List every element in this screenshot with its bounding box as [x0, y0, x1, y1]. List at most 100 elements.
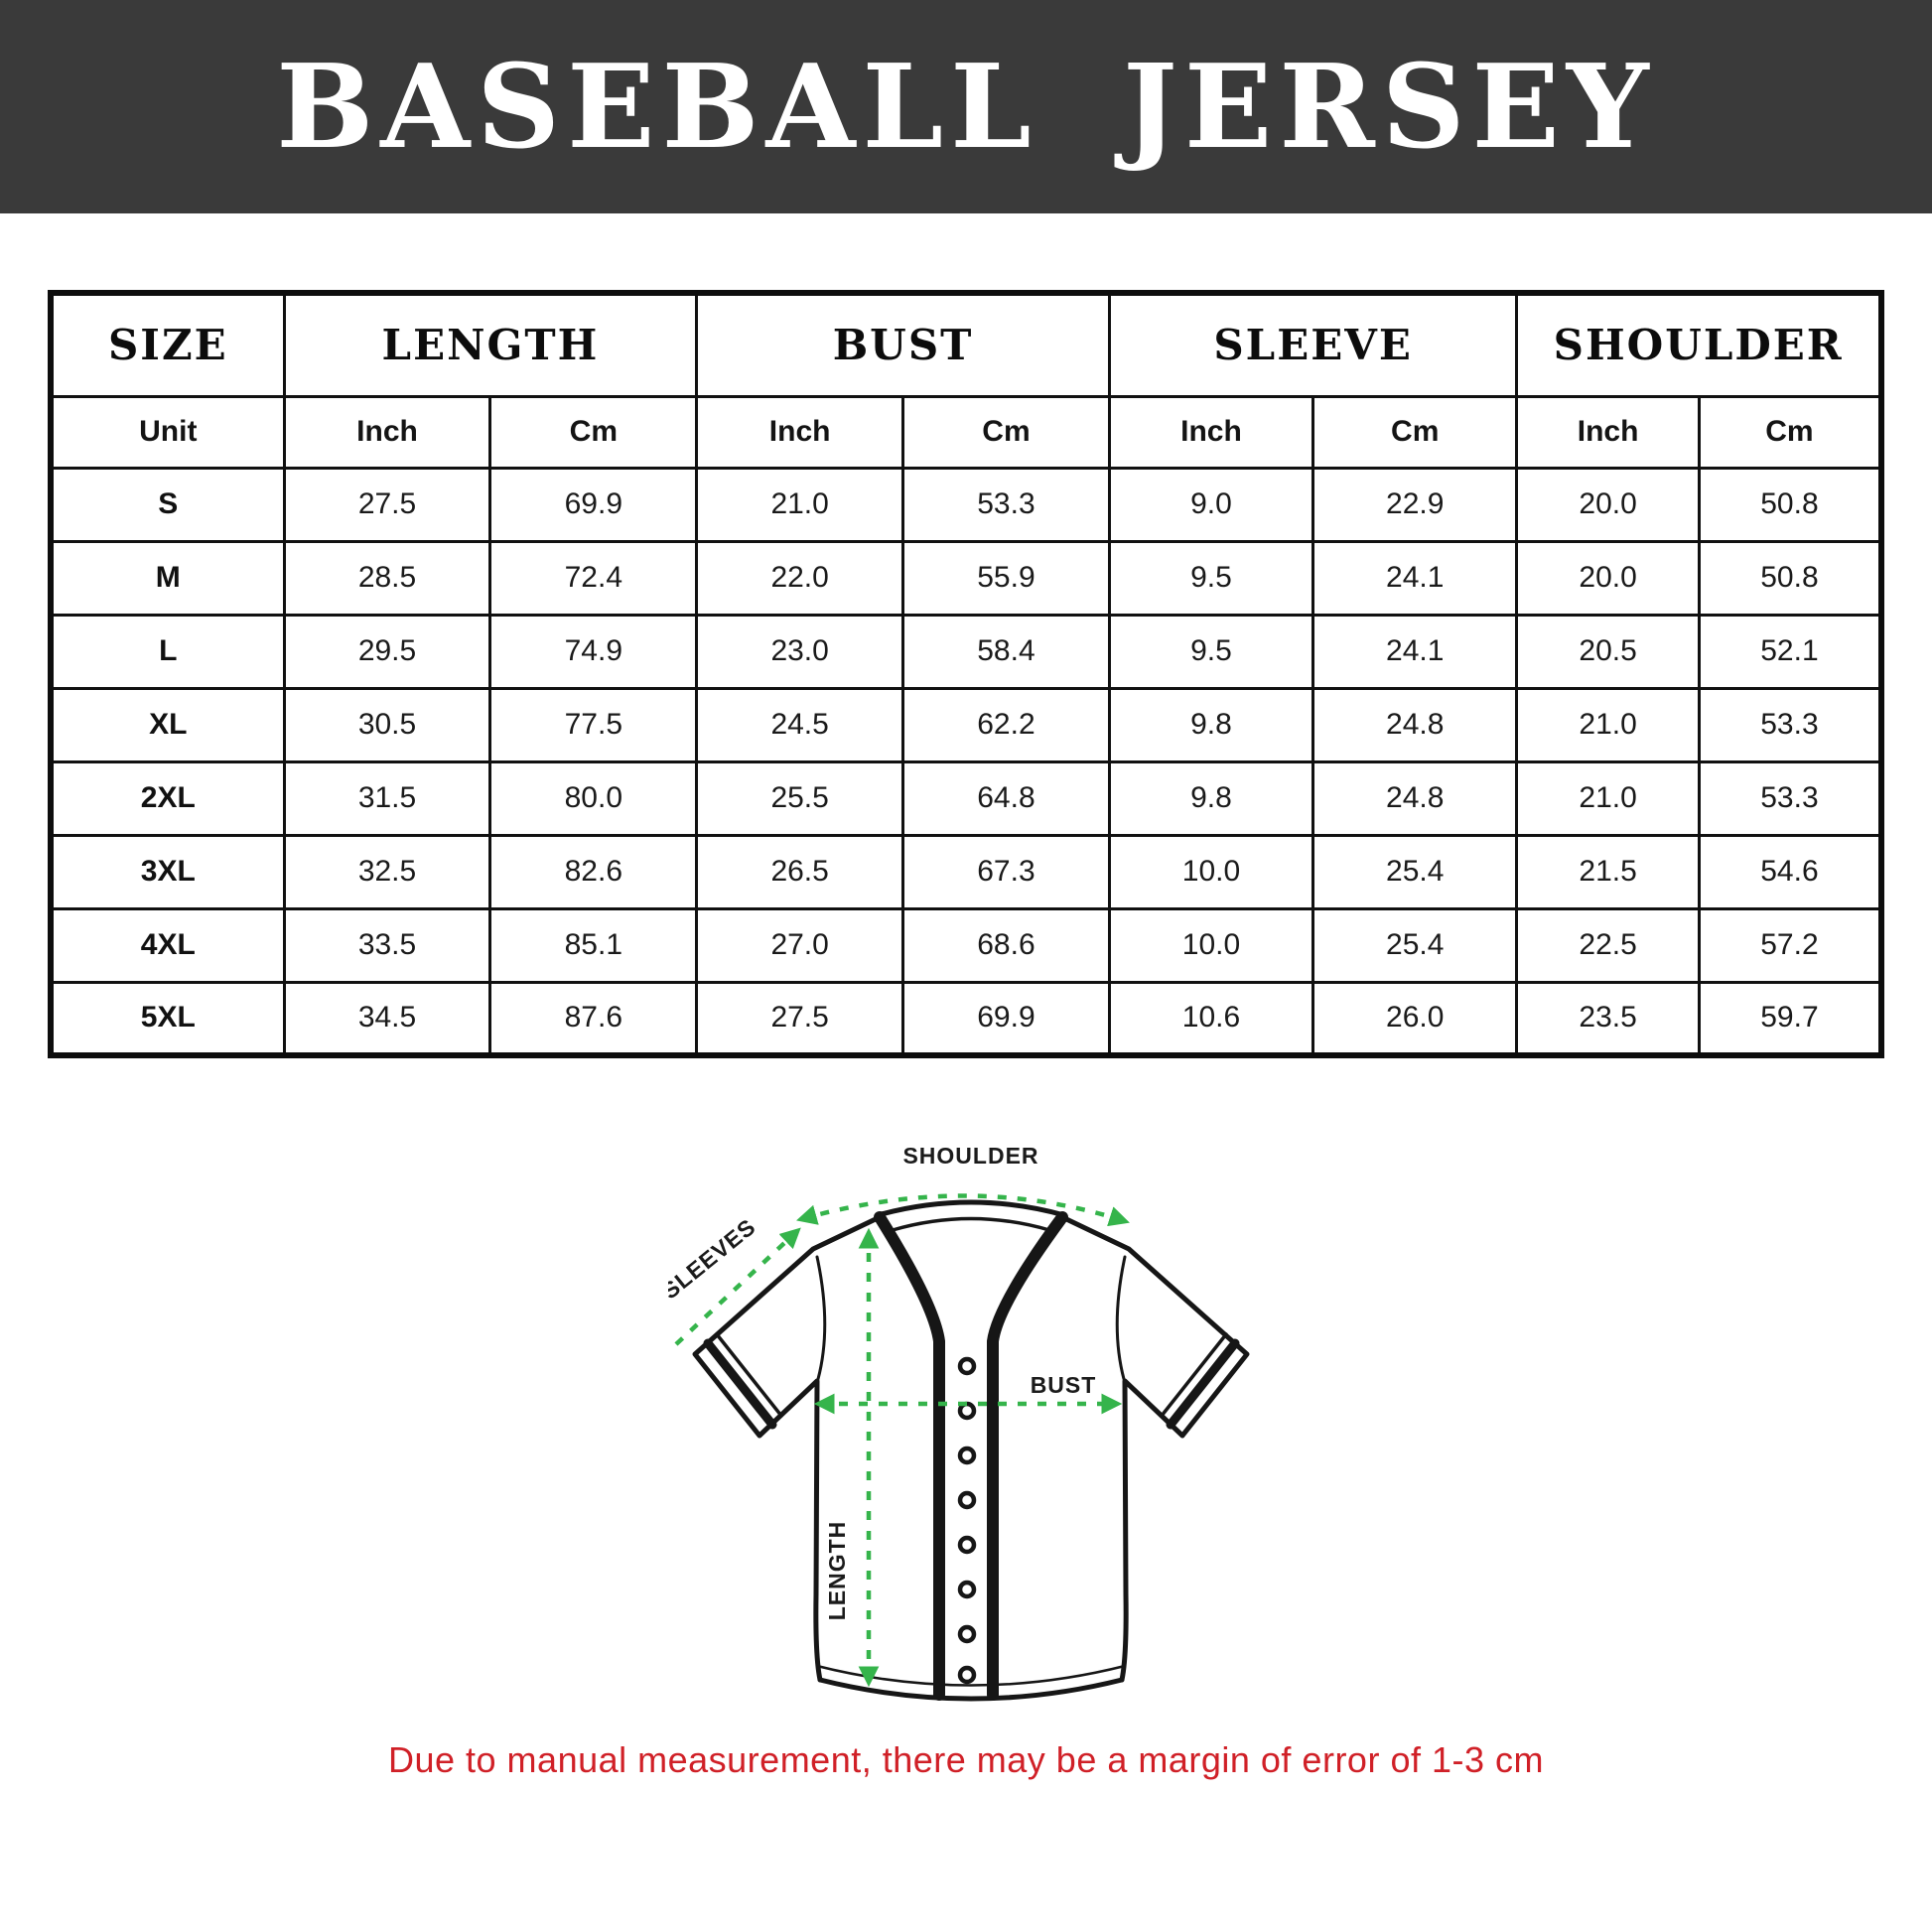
table-row: S 27.5 69.9 21.0 53.3 9.0 22.9 20.0 50.8 — [49, 466, 1883, 543]
column-header-length: LENGTH — [282, 291, 699, 398]
unit-cell: Cm — [901, 394, 1111, 470]
value-cell: 24.8 — [1311, 686, 1519, 763]
value-cell: 9.5 — [1107, 613, 1315, 690]
value-cell: 10.0 — [1107, 833, 1315, 910]
size-chart-table: SIZE LENGTH BUST SLEEVE SHOULDER Unit In… — [48, 290, 1884, 1058]
value-cell: 67.3 — [901, 833, 1111, 910]
value-cell: 23.5 — [1515, 980, 1701, 1057]
value-cell: 20.5 — [1515, 613, 1701, 690]
value-cell: 68.6 — [901, 906, 1111, 984]
value-cell: 87.6 — [488, 980, 699, 1057]
value-cell: 80.0 — [488, 759, 699, 837]
value-cell: 26.5 — [695, 833, 905, 910]
value-cell: 31.5 — [282, 759, 492, 837]
placket-buttons — [957, 1356, 977, 1685]
table-row: L 29.5 74.9 23.0 58.4 9.5 24.1 20.5 52.1 — [49, 613, 1883, 690]
value-cell: 72.4 — [488, 539, 699, 617]
value-cell: 9.0 — [1107, 466, 1315, 543]
value-cell: 25.4 — [1311, 906, 1519, 984]
value-cell: 20.0 — [1515, 539, 1701, 617]
sleeves-measure-line — [674, 1227, 801, 1346]
value-cell: 25.4 — [1311, 833, 1519, 910]
sleeves-label: SLEEVES — [668, 1213, 760, 1304]
value-cell: 24.1 — [1311, 539, 1519, 617]
value-cell: 62.2 — [901, 686, 1111, 763]
note-text: Due to manual measurement, there may be … — [387, 1739, 1544, 1780]
value-cell: 50.8 — [1697, 539, 1883, 617]
value-cell: 22.5 — [1515, 906, 1701, 984]
column-header-sleeve: SLEEVE — [1107, 291, 1519, 398]
value-cell: 20.0 — [1515, 466, 1701, 543]
table-row: 4XL 33.5 85.1 27.0 68.6 10.0 25.4 22.5 57.2 — [49, 906, 1883, 984]
table-row: 3XL 32.5 82.6 26.5 67.3 10.0 25.4 21.5 54.6 — [49, 833, 1883, 910]
unit-cell: Inch — [695, 394, 905, 470]
shoulder-measure-line — [796, 1193, 1130, 1227]
value-cell: 53.3 — [1697, 759, 1883, 837]
value-cell: 57.2 — [1697, 906, 1883, 984]
size-cell: XL — [49, 686, 286, 763]
unit-cell: Cm — [488, 394, 699, 470]
value-cell: 29.5 — [282, 613, 492, 690]
value-cell: 69.9 — [488, 466, 699, 543]
value-cell: 58.4 — [901, 613, 1111, 690]
value-cell: 23.0 — [695, 613, 905, 690]
value-cell: 53.3 — [901, 466, 1111, 543]
value-cell: 27.5 — [695, 980, 905, 1057]
size-cell: S — [49, 466, 286, 543]
unit-cell: Inch — [1107, 394, 1315, 470]
value-cell: 21.0 — [695, 466, 905, 543]
value-cell: 21.0 — [1515, 759, 1701, 837]
value-cell: 27.0 — [695, 906, 905, 984]
column-header-shoulder: SHOULDER — [1515, 291, 1883, 398]
table-row: M 28.5 72.4 22.0 55.9 9.5 24.1 20.0 50.8 — [49, 539, 1883, 617]
value-cell: 21.5 — [1515, 833, 1701, 910]
value-cell: 64.8 — [901, 759, 1111, 837]
size-cell: L — [49, 613, 286, 690]
value-cell: 9.8 — [1107, 759, 1315, 837]
column-header-size: SIZE — [49, 291, 286, 398]
value-cell: 25.5 — [695, 759, 905, 837]
jersey-diagram-section: SHOULDER SLEEVES BUST LENGTH — [0, 1138, 1932, 1733]
shoulder-label: SHOULDER — [902, 1143, 1038, 1169]
value-cell: 28.5 — [282, 539, 492, 617]
table-row: XL 30.5 77.5 24.5 62.2 9.8 24.8 21.0 53.3 — [49, 686, 1883, 763]
value-cell: 9.5 — [1107, 539, 1315, 617]
value-cell: 22.9 — [1311, 466, 1519, 543]
value-cell: 69.9 — [901, 980, 1111, 1057]
value-cell: 54.6 — [1697, 833, 1883, 910]
page-title: BASEBALL JERSEY — [276, 39, 1656, 175]
jersey-diagram: SHOULDER SLEEVES BUST LENGTH — [668, 1143, 1250, 1702]
unit-cell: Inch — [1515, 394, 1701, 470]
unit-header-row: Unit Inch Cm Inch Cm Inch Cm Inch Cm — [49, 394, 1883, 470]
bust-label: BUST — [1031, 1372, 1097, 1398]
header-banner: BASEBALL JERSEY — [0, 0, 1932, 213]
unit-cell: Cm — [1697, 394, 1883, 470]
unit-cell: Cm — [1311, 394, 1519, 470]
value-cell: 27.5 — [282, 466, 492, 543]
unit-cell: Inch — [282, 394, 492, 470]
value-cell: 34.5 — [282, 980, 492, 1057]
value-cell: 21.0 — [1515, 686, 1701, 763]
table-header-row: SIZE LENGTH BUST SLEEVE SHOULDER — [49, 291, 1883, 398]
size-cell: M — [49, 539, 286, 617]
value-cell: 85.1 — [488, 906, 699, 984]
size-cell: 3XL — [49, 833, 286, 910]
value-cell: 74.9 — [488, 613, 699, 690]
length-label: LENGTH — [824, 1521, 850, 1621]
value-cell: 9.8 — [1107, 686, 1315, 763]
value-cell: 10.0 — [1107, 906, 1315, 984]
value-cell: 24.1 — [1311, 613, 1519, 690]
column-header-bust: BUST — [695, 291, 1111, 398]
value-cell: 24.5 — [695, 686, 905, 763]
value-cell: 30.5 — [282, 686, 492, 763]
value-cell: 10.6 — [1107, 980, 1315, 1057]
size-table-body: S 27.5 69.9 21.0 53.3 9.0 22.9 20.0 50.8 M 28.5 72.… — [49, 466, 1883, 1057]
table-row: 5XL 34.5 87.6 27.5 69.9 10.6 26.0 23.5 59.7 — [49, 980, 1883, 1057]
jersey-outline — [692, 1199, 1250, 1702]
size-cell: 4XL — [49, 906, 286, 984]
size-chart-section: SIZE LENGTH BUST SLEEVE SHOULDER Unit In… — [48, 290, 1884, 1058]
value-cell: 53.3 — [1697, 686, 1883, 763]
unit-cell: Unit — [49, 394, 286, 470]
value-cell: 77.5 — [488, 686, 699, 763]
value-cell: 26.0 — [1311, 980, 1519, 1057]
